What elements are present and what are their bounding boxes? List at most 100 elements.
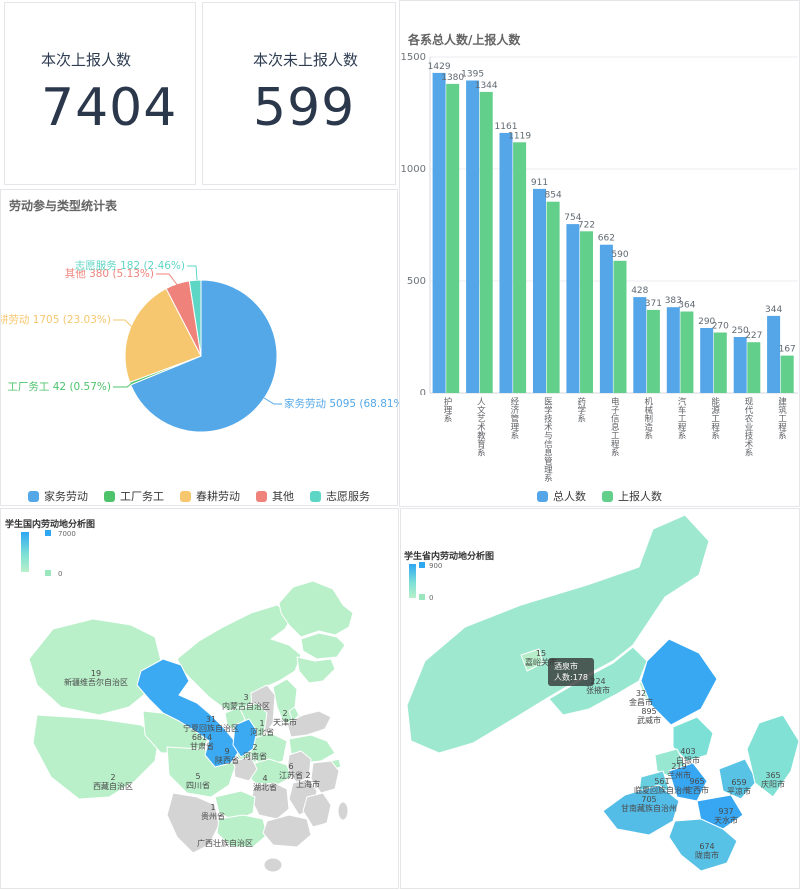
region-wuwei[interactable] <box>640 638 718 726</box>
region-dingxi[interactable] <box>668 762 708 802</box>
region-zhejiang[interactable] <box>310 760 340 794</box>
region-gansu-east[interactable] <box>232 718 258 758</box>
bar-1-1[interactable] <box>479 91 493 394</box>
region-zhangye[interactable] <box>548 646 648 716</box>
bar-0-6[interactable] <box>633 297 647 393</box>
region-longnan[interactable] <box>668 818 738 872</box>
legend-item-1[interactable]: 上报人数 <box>602 488 662 504</box>
bar-0-8[interactable] <box>700 328 714 393</box>
bar-0-3[interactable] <box>533 188 546 393</box>
x-category-text: 机械制造系 <box>642 397 653 440</box>
x-category-text: 药学系 <box>575 397 586 423</box>
x-category-text: 汽车工程系 <box>676 397 687 440</box>
region-gansu[interactable] <box>136 658 240 768</box>
pie-chart[interactable]: 家务劳动 5095 (68.81%) 工厂务工 42 (0.57%) 春耕劳动 17… <box>1 190 399 490</box>
bar-0-0[interactable] <box>432 72 446 394</box>
legend-item-2[interactable]: 春耕劳动 <box>180 488 240 504</box>
region-xizang[interactable] <box>32 714 160 800</box>
gansu-visual-map-gradient[interactable] <box>409 564 416 598</box>
region-jiuquan[interactable] <box>406 514 710 754</box>
bar-1-0[interactable] <box>446 83 460 394</box>
region-jiayuguan[interactable] <box>520 648 544 672</box>
pie-label-line-1 <box>113 382 133 388</box>
x-category-3: 医学技术与信息管理系 <box>530 397 563 482</box>
region-liaoning[interactable] <box>296 656 336 684</box>
region-henan[interactable] <box>250 732 288 768</box>
pie-label-4: 志愿服务 182 (2.46%) <box>75 259 185 272</box>
region-pingliang[interactable] <box>718 758 758 800</box>
china-visual-map-gradient[interactable] <box>21 532 29 572</box>
region-hainan[interactable] <box>263 857 283 873</box>
region-anhui[interactable] <box>286 750 312 784</box>
x-category-text: 经济管理系 <box>508 397 519 440</box>
bar-1-8[interactable] <box>713 332 727 394</box>
region-baiyin[interactable] <box>672 716 714 762</box>
bar-value-1-5: 590 <box>611 250 628 260</box>
legend-item-1[interactable]: 工厂务工 <box>104 488 164 504</box>
stat-card-unreported: 本次未上报人数 599 <box>202 2 396 185</box>
gansu-map-title: 学生省内劳动地分析图 <box>404 552 495 562</box>
region-taiwan[interactable] <box>337 801 349 821</box>
region-fujian[interactable] <box>302 792 332 828</box>
x-category-4: 药学系 <box>564 397 597 482</box>
bar-1-6[interactable] <box>646 309 660 393</box>
region-gannan[interactable] <box>602 784 680 836</box>
legend-label: 春耕劳动 <box>196 490 240 503</box>
legend-marker <box>180 490 191 502</box>
legend-label: 其他 <box>272 490 294 503</box>
bar-1-3[interactable] <box>546 201 560 393</box>
bar-value-1-7: 364 <box>678 301 695 311</box>
legend-label: 上报人数 <box>618 490 662 503</box>
legend-item-3[interactable]: 其他 <box>256 488 294 504</box>
china-map-panel: 学生国内劳动地分析图 7000 0 <box>0 508 399 889</box>
bar-1-5[interactable] <box>613 260 627 393</box>
pie-slice-2[interactable] <box>124 287 202 383</box>
legend-item-0[interactable]: 总人数 <box>537 488 586 504</box>
legend-marker <box>28 490 39 502</box>
bar-value-1-9: 227 <box>745 331 762 341</box>
bar-1-9[interactable] <box>747 342 761 393</box>
bar-0-10[interactable] <box>767 315 781 393</box>
bar-1-4[interactable] <box>580 231 593 393</box>
region-heilongjiang[interactable] <box>278 580 354 638</box>
gansu-map[interactable] <box>401 509 800 890</box>
region-guangxi[interactable] <box>216 814 268 848</box>
bar-value-1-1: 1344 <box>475 81 498 91</box>
bar-1-2[interactable] <box>513 142 527 393</box>
bar-value-1-0: 1380 <box>441 73 464 83</box>
bar-1-10[interactable] <box>780 355 794 393</box>
gansu-visual-map-max: 900 <box>429 562 443 570</box>
region-neimenggu[interactable] <box>176 604 302 716</box>
region-hunan[interactable] <box>250 782 290 820</box>
region-xinjiang[interactable] <box>28 618 162 716</box>
stat-unreported-value: 599 <box>253 78 356 138</box>
y-tick-0: 0 <box>420 388 426 395</box>
gansu-visual-map-min-handle[interactable] <box>419 594 425 600</box>
x-category-6: 机械制造系 <box>631 397 664 482</box>
bar-0-5[interactable] <box>599 244 613 393</box>
legend-item-4[interactable]: 志愿服务 <box>310 488 370 504</box>
china-visual-map-min-handle[interactable] <box>45 570 51 576</box>
bar-0-2[interactable] <box>499 132 513 393</box>
region-chongqing[interactable] <box>232 756 258 782</box>
x-category-1: 人文艺术教育系 <box>463 397 496 482</box>
pie-slice-4[interactable] <box>188 279 202 357</box>
region-guangdong[interactable] <box>262 814 312 848</box>
region-jilin[interactable] <box>300 632 346 660</box>
region-yunnan[interactable] <box>166 792 220 854</box>
bar-0-1[interactable] <box>466 80 480 394</box>
bar-0-9[interactable] <box>733 337 747 393</box>
bar-0-4[interactable] <box>566 224 580 393</box>
region-qingyang[interactable] <box>746 714 800 798</box>
bar-0-7[interactable] <box>666 307 680 393</box>
china-visual-map-max-handle[interactable] <box>45 530 51 536</box>
region-shandong[interactable] <box>286 710 332 738</box>
legend-item-0[interactable]: 家务劳动 <box>28 488 88 504</box>
region-tianjin[interactable] <box>288 706 300 722</box>
region-guizhou[interactable] <box>214 790 256 822</box>
gansu-visual-map-max-handle[interactable] <box>419 562 425 568</box>
china-map[interactable] <box>1 509 400 890</box>
bar-1-7[interactable] <box>680 311 694 394</box>
region-tianshui[interactable] <box>696 794 744 830</box>
